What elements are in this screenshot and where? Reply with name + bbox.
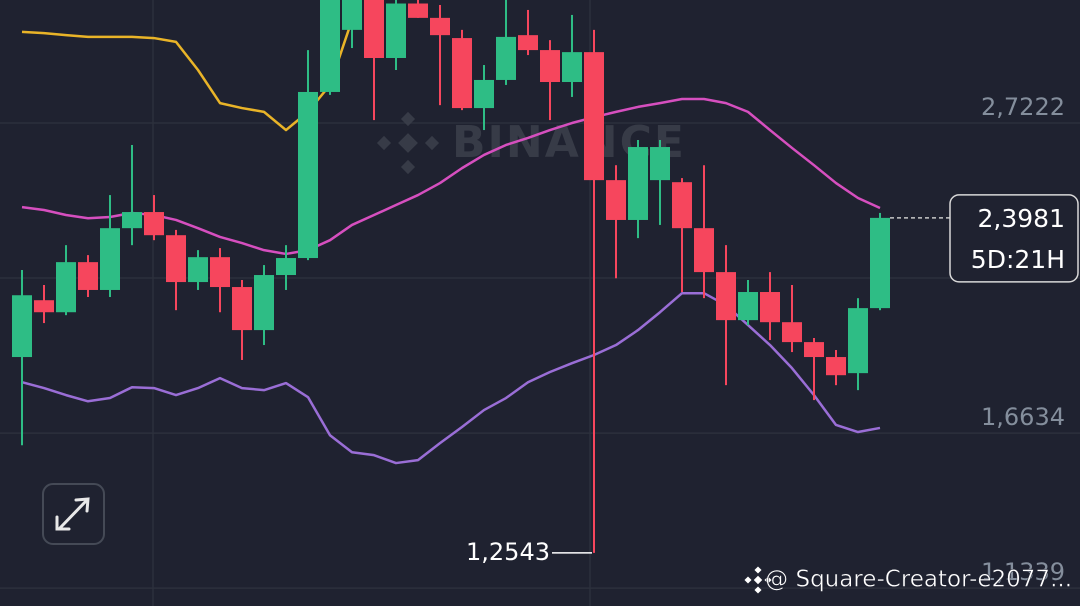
band-line xyxy=(21,19,354,132)
candle-body xyxy=(12,295,32,358)
candle-body xyxy=(188,257,208,283)
candle-body xyxy=(650,147,670,181)
candle-body xyxy=(144,212,164,236)
expand-icon xyxy=(55,497,90,531)
candle-body xyxy=(584,52,604,181)
candle-body xyxy=(276,258,296,276)
candle-body xyxy=(694,228,714,273)
candle-body xyxy=(100,228,120,290)
candle-body xyxy=(254,275,274,331)
attribution: @ Square-Creator-e2077... xyxy=(744,566,1072,594)
y-tick-label: 1,1339 xyxy=(981,558,1065,586)
candle-body xyxy=(606,180,626,220)
candle-body xyxy=(210,257,230,288)
candle-body xyxy=(408,3,428,18)
candle-body xyxy=(628,147,648,220)
countdown-label: 5D:21H xyxy=(971,245,1065,274)
candle-body xyxy=(122,212,142,229)
candle-body xyxy=(320,0,340,92)
y-tick-label: 1,6634 xyxy=(981,403,1065,431)
candle-body xyxy=(496,36,516,80)
band-line xyxy=(21,97,881,256)
candle-body xyxy=(298,91,318,259)
candle-body xyxy=(848,308,868,374)
last-price-label: 2,3981 xyxy=(978,204,1065,233)
candle-body xyxy=(518,35,538,51)
candle-body xyxy=(430,17,450,36)
candle-body xyxy=(56,262,76,313)
band-line xyxy=(21,291,881,465)
candle-body xyxy=(166,235,186,283)
candle-body xyxy=(78,262,98,290)
watermark-logo xyxy=(376,111,440,175)
candle-body xyxy=(870,217,890,309)
candle-body xyxy=(716,272,736,321)
candle-body xyxy=(452,38,472,109)
candle-body xyxy=(386,3,406,58)
price-labels: 1,2543 2,3981 5D:21H xyxy=(466,194,1079,566)
plot-area xyxy=(12,0,890,553)
attribution-text: @ Square-Creator-e2077... xyxy=(765,567,1072,593)
candle-body xyxy=(232,287,252,331)
low-label: 1,2543 xyxy=(466,538,550,566)
candle-body xyxy=(826,357,846,376)
candle-body xyxy=(672,182,692,229)
y-tick-label: 2,7222 xyxy=(981,93,1065,121)
candle-body xyxy=(342,0,362,30)
candle-body xyxy=(562,52,582,83)
candle-body xyxy=(782,322,802,343)
candle-body xyxy=(738,292,758,321)
candle-body xyxy=(34,300,54,313)
candle-body xyxy=(474,79,494,109)
last-price-box xyxy=(949,194,1079,283)
expand-button[interactable] xyxy=(42,483,105,545)
candle-body xyxy=(804,342,824,358)
candle-body xyxy=(760,292,780,323)
candle-body xyxy=(540,50,560,83)
candle-body xyxy=(364,0,384,58)
